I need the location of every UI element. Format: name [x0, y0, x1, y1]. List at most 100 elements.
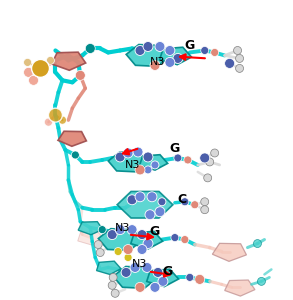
Circle shape	[143, 152, 153, 162]
Circle shape	[47, 56, 54, 64]
Circle shape	[135, 192, 145, 202]
Circle shape	[174, 154, 182, 162]
Text: G: G	[170, 142, 180, 154]
Circle shape	[186, 273, 194, 281]
Circle shape	[45, 118, 52, 126]
Circle shape	[123, 244, 133, 254]
Circle shape	[98, 226, 106, 234]
Circle shape	[107, 230, 117, 240]
Text: N3: N3	[132, 260, 148, 269]
Text: G: G	[163, 265, 173, 278]
Circle shape	[121, 267, 131, 278]
Circle shape	[94, 241, 102, 248]
Polygon shape	[117, 191, 173, 218]
Circle shape	[135, 46, 145, 56]
Circle shape	[108, 281, 116, 289]
Circle shape	[48, 108, 62, 122]
Circle shape	[165, 57, 175, 68]
Circle shape	[71, 151, 79, 159]
Text: N3: N3	[150, 57, 166, 68]
Polygon shape	[78, 222, 103, 235]
Circle shape	[115, 225, 125, 235]
Circle shape	[85, 44, 95, 53]
Circle shape	[200, 153, 210, 163]
Circle shape	[211, 49, 219, 56]
Polygon shape	[147, 269, 179, 286]
Circle shape	[171, 234, 179, 242]
Polygon shape	[139, 155, 168, 170]
Polygon shape	[160, 47, 192, 65]
Circle shape	[28, 75, 38, 85]
Circle shape	[115, 152, 125, 162]
Circle shape	[144, 166, 152, 174]
Polygon shape	[131, 231, 163, 249]
Circle shape	[155, 41, 165, 52]
Circle shape	[191, 201, 199, 209]
Polygon shape	[97, 261, 121, 274]
Circle shape	[123, 148, 133, 158]
Circle shape	[155, 207, 165, 217]
Circle shape	[114, 248, 122, 256]
Circle shape	[58, 116, 67, 124]
Circle shape	[211, 149, 219, 157]
Circle shape	[130, 262, 140, 272]
Circle shape	[225, 58, 235, 68]
Circle shape	[151, 161, 159, 169]
Circle shape	[206, 158, 214, 166]
Text: G: G	[150, 225, 160, 238]
Circle shape	[236, 55, 243, 62]
Polygon shape	[212, 243, 246, 261]
Polygon shape	[225, 280, 255, 296]
Circle shape	[127, 225, 137, 235]
Circle shape	[204, 174, 212, 182]
Text: N3: N3	[125, 160, 140, 170]
Circle shape	[201, 198, 209, 206]
Circle shape	[201, 206, 209, 214]
Circle shape	[135, 282, 145, 292]
Circle shape	[181, 198, 189, 206]
Circle shape	[158, 276, 168, 286]
Polygon shape	[126, 44, 170, 66]
Circle shape	[153, 267, 163, 278]
Circle shape	[127, 195, 137, 205]
Polygon shape	[78, 231, 104, 245]
Circle shape	[137, 230, 147, 240]
Circle shape	[137, 244, 147, 254]
Polygon shape	[98, 229, 142, 250]
Polygon shape	[58, 131, 86, 146]
Circle shape	[258, 278, 265, 285]
Circle shape	[143, 41, 153, 52]
Circle shape	[195, 274, 205, 284]
Circle shape	[236, 64, 243, 72]
Circle shape	[201, 46, 209, 55]
Circle shape	[184, 156, 192, 164]
Circle shape	[173, 53, 183, 63]
Circle shape	[124, 254, 132, 262]
Polygon shape	[52, 52, 86, 70]
Circle shape	[23, 68, 33, 77]
Circle shape	[158, 198, 166, 206]
Circle shape	[150, 60, 160, 70]
Circle shape	[145, 210, 155, 220]
Circle shape	[150, 282, 160, 292]
Circle shape	[143, 238, 153, 248]
Circle shape	[142, 262, 152, 272]
Circle shape	[23, 58, 32, 66]
Circle shape	[111, 289, 119, 297]
Circle shape	[253, 240, 261, 248]
Circle shape	[109, 273, 117, 281]
Circle shape	[181, 236, 189, 244]
Circle shape	[147, 192, 157, 202]
Text: C: C	[177, 193, 186, 206]
Circle shape	[75, 70, 85, 80]
Polygon shape	[108, 152, 148, 172]
Circle shape	[135, 165, 145, 175]
Polygon shape	[113, 266, 157, 288]
Circle shape	[96, 248, 104, 256]
Circle shape	[32, 59, 50, 77]
Text: G: G	[185, 39, 195, 52]
Circle shape	[165, 46, 175, 56]
Circle shape	[234, 46, 241, 55]
Circle shape	[133, 147, 143, 157]
Text: N3: N3	[115, 223, 130, 232]
